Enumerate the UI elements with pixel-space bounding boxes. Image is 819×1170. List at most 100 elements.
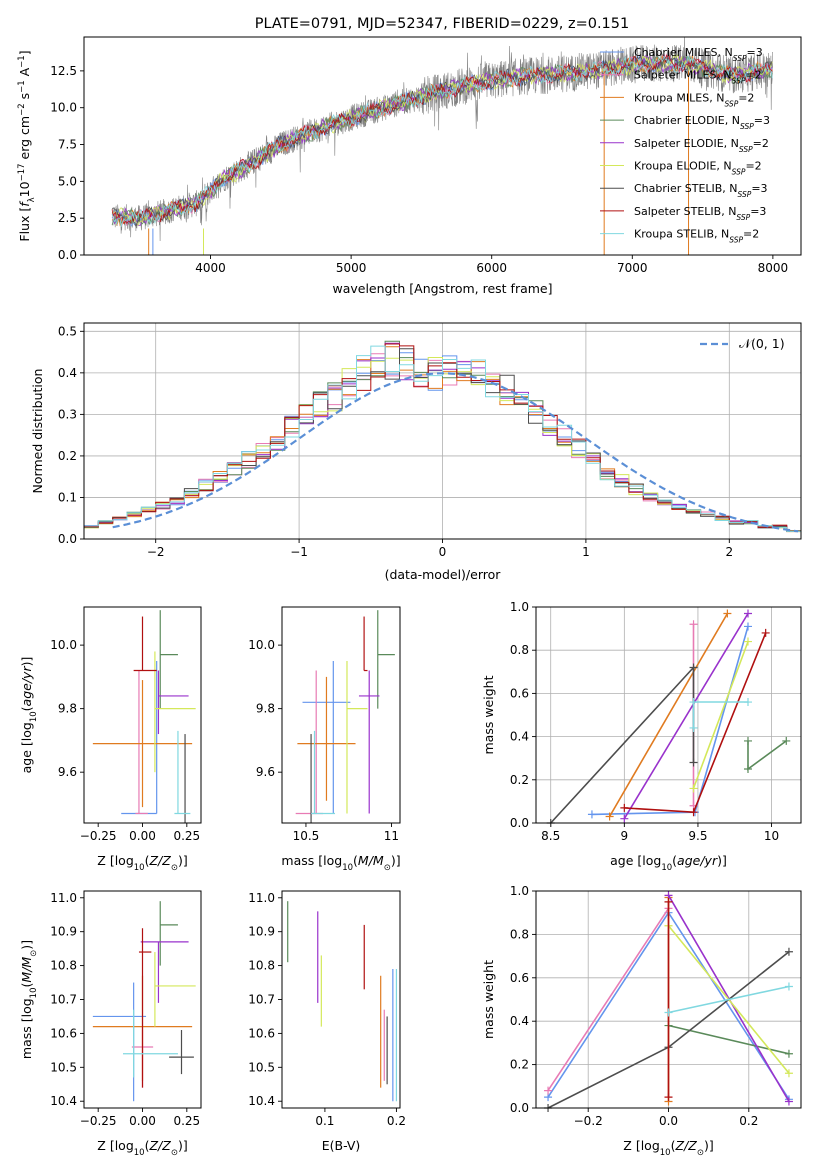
- weight-marker: [689, 698, 698, 707]
- y-axis-label: Flux [fλ10−17 erg cm−2 s−1 A−1]: [17, 50, 37, 241]
- axes-frame: [535, 606, 802, 824]
- x-tick-label: 10.5: [293, 829, 320, 843]
- weight-marker: [689, 663, 698, 672]
- y-tick-label: 10.8: [50, 959, 77, 973]
- weight-marker: [744, 637, 752, 646]
- y-tick-label: 0.0: [510, 1101, 529, 1115]
- y-tick-label: 9.6: [58, 765, 77, 779]
- model-spectrum: [111, 55, 773, 227]
- y-tick-label: 0.8: [510, 643, 529, 657]
- weight-marker: [664, 897, 673, 906]
- x-tick-label: 0.00: [129, 1114, 156, 1128]
- y-tick-label: 11.0: [248, 891, 275, 905]
- weight-marker: [723, 609, 732, 618]
- y-tick-label: 1.0: [510, 884, 529, 898]
- y-tick-label: 7.5: [58, 138, 77, 152]
- z-vs-age-panel: −0.25 0.00 0.25 9.6 9.8 10.0 Z [log10(Z/Z⊙)] ag…: [19, 606, 202, 873]
- weight-marker: [689, 758, 698, 767]
- weight-marker: [689, 620, 698, 629]
- x-tick-label: 9.5: [688, 829, 707, 843]
- weight-marker: [664, 1093, 673, 1102]
- weight-marker: [689, 723, 698, 732]
- legend-label: Kroupa MILES, NSSP=2: [634, 91, 754, 108]
- y-axis-label: mass [log10(M/M⊙)]: [19, 940, 39, 1059]
- x-tick-label: 6000: [476, 261, 507, 275]
- y-axis-label: mass weight: [481, 675, 496, 754]
- weight-marker: [620, 814, 629, 823]
- weight-line: [608, 613, 729, 817]
- y-tick-label: 10.6: [248, 1026, 275, 1040]
- weight-marker: [689, 808, 698, 817]
- model-spectrum: [111, 55, 773, 227]
- mass-vs-age-panel: 10.5 11 9.6 9.8 10.0 mass [log10(M/M⊙)]: [248, 606, 401, 873]
- legend-label: Chabrier STELIB, NSSP=3: [634, 182, 768, 199]
- y-tick-label: 10.0: [248, 638, 275, 652]
- weight-marker: [784, 982, 793, 991]
- x-tick-label: 0.2: [739, 1114, 758, 1128]
- weight-marker: [744, 736, 752, 745]
- x-tick-label: 0.1: [315, 1114, 334, 1128]
- legend-label: Kroupa ELODIE, NSSP=2: [634, 160, 762, 177]
- y-tick-label: 10.5: [248, 1060, 275, 1074]
- weight-line: [591, 626, 749, 816]
- y-tick-label: 0.8: [510, 927, 529, 941]
- y-axis-label: mass weight: [481, 960, 496, 1039]
- y-tick-label: 10.6: [50, 1026, 77, 1040]
- x-axis-label: Z [log10(Z/Z⊙)]: [97, 853, 187, 873]
- x-tick-label: 0.2: [387, 1114, 406, 1128]
- weight-marker: [744, 765, 752, 773]
- x-tick-label: 9: [621, 829, 629, 843]
- legend-label: Salpeter ELODIE, NSSP=2: [634, 137, 769, 154]
- chart-title: PLATE=0791, MJD=52347, FIBERID=0229, z=0…: [255, 16, 629, 32]
- x-tick-label: 0.0: [659, 1114, 678, 1128]
- weight-line: [668, 985, 790, 1014]
- y-tick-label: 10.0: [50, 638, 77, 652]
- weight-marker: [587, 810, 596, 819]
- y-tick-label: 0.2: [58, 449, 77, 463]
- y-tick-label: 0.0: [58, 248, 77, 262]
- weight-line: [692, 641, 749, 789]
- weight-marker: [744, 622, 752, 631]
- weight-line: [747, 740, 787, 771]
- weight-line: [547, 907, 670, 1092]
- y-tick-label: 10.9: [50, 925, 77, 939]
- y-tick-label: 10.5: [50, 1060, 77, 1074]
- axes-frame: [83, 36, 802, 256]
- weight-marker: [620, 803, 629, 812]
- legend-label: Chabrier MILES, NSSP=3: [634, 46, 763, 63]
- histogram-step: [84, 345, 801, 532]
- y-tick-label: 1.0: [510, 600, 529, 614]
- axes-frame: [281, 890, 401, 1109]
- y-tick-label: 0.6: [510, 971, 529, 985]
- axes-frame: [83, 322, 802, 540]
- weight-marker: [744, 609, 752, 618]
- spectrum-panel: 4000 5000 6000 7000 8000 0.0 2.5 5.0 7.5 10.0 12.5…: [17, 36, 802, 296]
- legend-label: Kroupa STELIB, NSSP=2: [634, 228, 759, 245]
- x-tick-label: 11: [384, 829, 399, 843]
- legend-label: Salpeter MILES, NSSP=2: [634, 69, 762, 86]
- legend-label: Chabrier ELODIE, NSSP=3: [634, 114, 770, 131]
- y-tick-label: 0.0: [510, 816, 529, 830]
- x-tick-label: −2: [147, 545, 165, 559]
- y-tick-label: 10.8: [248, 959, 275, 973]
- y-tick-label: 10.0: [50, 101, 77, 115]
- y-tick-label: 9.8: [256, 702, 275, 716]
- weight-marker: [664, 1008, 673, 1017]
- y-tick-label: 0.2: [510, 1058, 529, 1072]
- residual-histogram-panel: −2 −1 0 1 2 0.0 0.1 0.2 0.3 0.4 0.5 𝒩(0, 1) (data-mo…: [30, 322, 802, 582]
- weight-marker: [784, 947, 793, 956]
- x-axis-label: E(B-V): [322, 1138, 361, 1153]
- x-axis-label: Z [log10(Z/Z⊙)]: [97, 1138, 187, 1158]
- z-vs-mass-panel: −0.25 0.00 0.25 10.4 10.5 10.6 10.7 10.8 10.9 11.…: [19, 890, 202, 1158]
- x-tick-label: 7000: [617, 261, 648, 275]
- y-tick-label: 10.4: [248, 1094, 275, 1108]
- gaussian-curve: [112, 372, 799, 533]
- age-mass-weight-panel: 8.5 9 9.5 10 0.0 0.2 0.4 0.6 0.8 1.0 age [log10(ag…: [481, 600, 802, 873]
- weight-marker: [761, 628, 770, 637]
- x-tick-label: 1: [582, 545, 590, 559]
- weight-line: [668, 1024, 790, 1055]
- weight-line: [623, 613, 749, 820]
- weight-marker: [784, 1097, 793, 1106]
- axes-frame: [83, 606, 202, 824]
- x-tick-label: −0.25: [80, 829, 117, 843]
